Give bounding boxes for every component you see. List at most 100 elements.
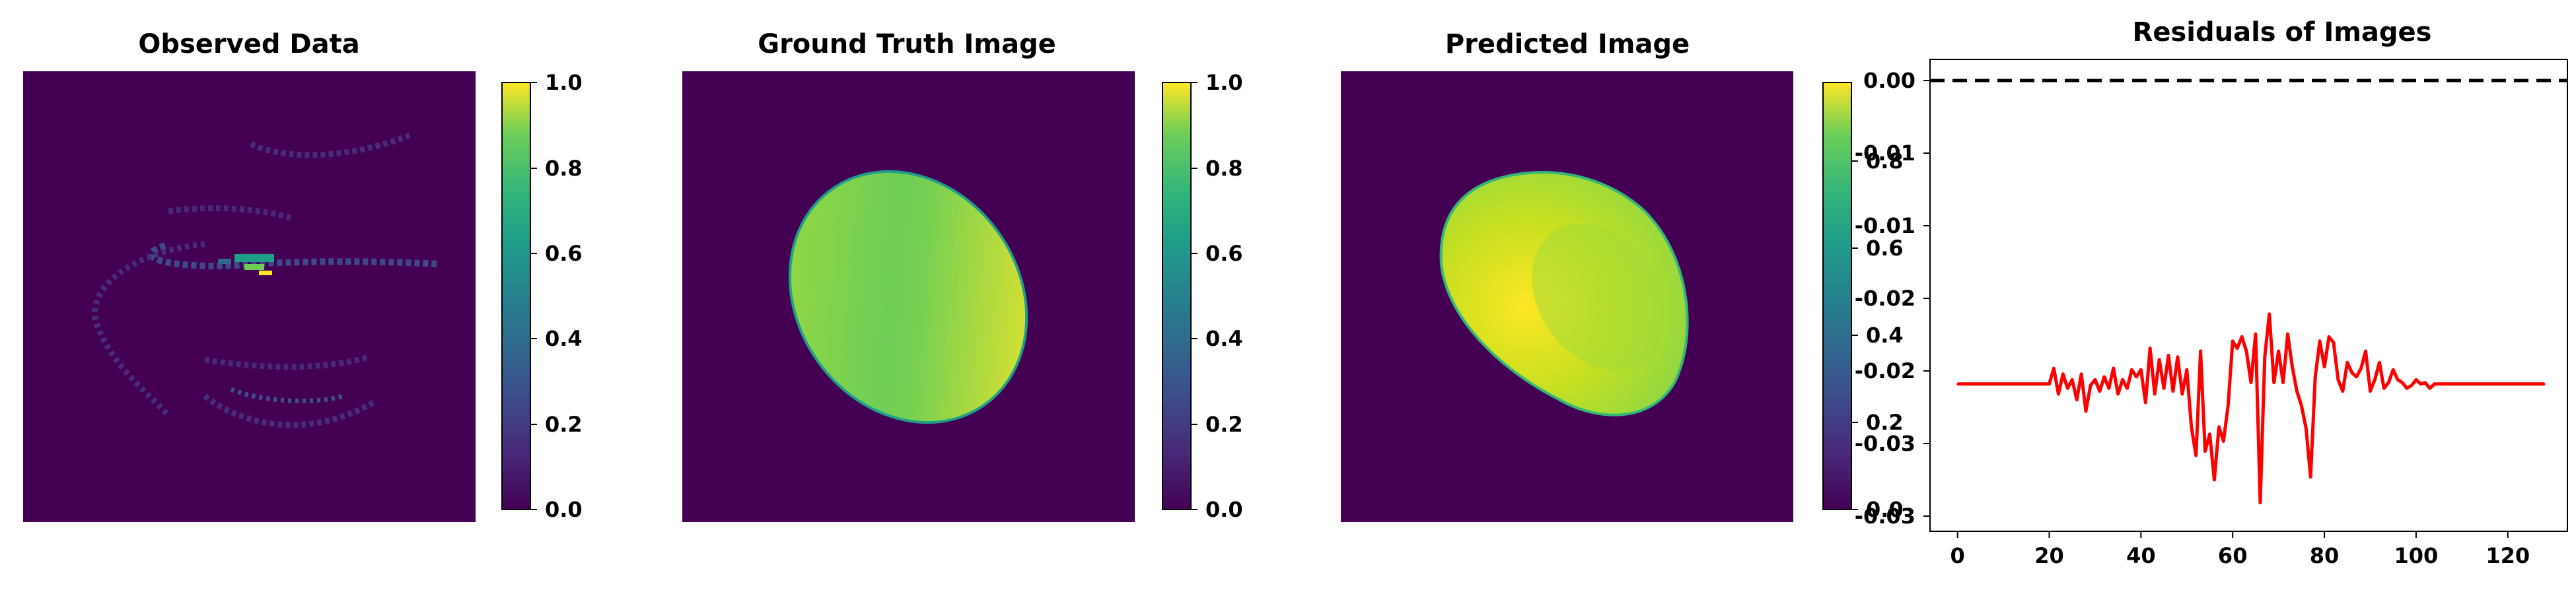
residual-point: [2291, 366, 2293, 368]
observed-image: [23, 71, 476, 522]
residual-point: [2410, 384, 2413, 387]
bright-cluster-c: [259, 271, 272, 275]
residuals-y-ticks: [1923, 80, 1930, 517]
residual-point: [2443, 383, 2445, 385]
residual-point: [2066, 387, 2069, 389]
predicted-cbar-tick: 0.6: [1866, 236, 1904, 261]
residual-point: [2373, 378, 2376, 381]
trajectory-arm-outer: [92, 241, 205, 418]
residual-point: [2167, 354, 2170, 356]
residual-point: [2433, 383, 2436, 385]
residual-point: [2126, 387, 2129, 389]
residual-point: [2130, 368, 2133, 371]
trajectory-arm-center: [148, 242, 440, 270]
residual-point: [2360, 367, 2363, 370]
residual-point: [2240, 335, 2243, 338]
residual-point: [2309, 476, 2312, 478]
ground-truth-colorbar-ticks: [1191, 82, 1198, 510]
ground-truth-cbar-tick: 0.4: [1205, 326, 1243, 351]
residual-point: [2273, 381, 2275, 384]
residual-point: [2456, 383, 2458, 385]
ground-truth-panel: Ground Truth Image 0.0 0.2 0.4 0.6 0.8 1…: [682, 29, 1243, 522]
residuals-y-tick-label: -0.03: [1855, 431, 1915, 456]
residual-point: [2438, 383, 2441, 385]
residual-point: [2447, 383, 2449, 385]
residual-point: [2163, 387, 2165, 389]
residual-point: [2204, 450, 2207, 453]
residual-point: [2122, 378, 2124, 381]
trajectory-arm-upper: [249, 132, 411, 158]
residual-point: [2314, 376, 2316, 378]
residual-point: [2318, 340, 2321, 343]
residual-point: [2052, 367, 2055, 370]
predicted-colorbar: [1822, 82, 1852, 510]
predicted-cbar-tick: 0.8: [1866, 148, 1904, 174]
observed-title: Observed Data: [138, 29, 359, 59]
residual-point: [2369, 390, 2371, 393]
ground-truth-cbar-tick: 0.0: [1205, 497, 1243, 522]
predicted-cbar-tick: 0.0: [1866, 497, 1904, 522]
residual-point: [2392, 368, 2394, 371]
residuals-x-tick-label: 100: [2394, 543, 2439, 568]
observed-data-panel: Observed Data 0.0 0.2 0.4 0.6 0.8 1.0: [23, 29, 583, 522]
residual-point: [2227, 404, 2229, 407]
residual-point: [2190, 426, 2193, 428]
residual-point: [2222, 440, 2225, 442]
residuals-y-tick-label: -0.01: [1855, 213, 1915, 238]
residual-point: [2089, 384, 2092, 387]
residual-point: [2231, 340, 2234, 343]
residual-point: [2139, 368, 2142, 371]
predicted-cbar-tick: 0.4: [1866, 323, 1904, 348]
ground-truth-colorbar: [1162, 82, 1192, 510]
residual-point: [2264, 356, 2266, 358]
residual-point: [2351, 372, 2353, 374]
bright-cluster-b: [244, 264, 264, 270]
residual-point: [2112, 367, 2115, 370]
residual-point: [2287, 333, 2289, 335]
residuals-x-tick-label: 40: [2126, 543, 2156, 568]
residual-point: [2401, 381, 2404, 384]
residual-point: [2465, 383, 2468, 385]
observed-cbar-tick: 0.0: [545, 497, 583, 522]
residuals-x-ticks: 0 20 40 60 80 100 120: [1950, 531, 2530, 568]
residuals-y-tick-label: 0.00: [1863, 68, 1915, 93]
observed-colorbar-ticks: [530, 82, 537, 510]
residual-point: [2200, 350, 2202, 352]
residual-point: [2254, 333, 2257, 335]
residual-point: [2158, 358, 2161, 361]
observed-cbar-tick: 0.6: [545, 241, 583, 266]
residual-point: [2332, 341, 2335, 344]
residual-point: [2346, 361, 2349, 364]
residual-point: [2245, 350, 2248, 352]
residuals-plot-area: [1929, 59, 2568, 532]
residual-point: [2057, 393, 2059, 395]
residual-point: [2061, 373, 2064, 376]
residual-point: [2406, 387, 2408, 389]
residual-point: [2135, 376, 2137, 378]
residual-point: [2208, 433, 2211, 436]
trajectory-arm-lower: [204, 353, 371, 370]
trajectory-arm-lower2: [203, 393, 375, 428]
residuals-panel: Residuals of Images 0.00 -0.01 -0.01 -0.…: [1855, 17, 2568, 568]
residuals-y-tick-label: -0.01: [1855, 141, 1915, 166]
residual-point: [2342, 390, 2344, 393]
ground-truth-cbar-tick: 0.8: [1205, 156, 1243, 181]
residual-point: [2071, 378, 2073, 381]
observed-cbar-tick: 0.4: [545, 326, 583, 351]
residual-point: [2085, 410, 2087, 412]
residual-point: [2098, 390, 2101, 393]
ground-truth-cbar-tick: 1.0: [1205, 70, 1243, 95]
residual-point: [2460, 383, 2463, 385]
residuals-x-tick-label: 60: [2218, 543, 2248, 568]
residual-point: [2250, 381, 2252, 384]
residual-point: [2236, 347, 2238, 350]
residual-point: [2429, 387, 2431, 389]
residual-point: [2149, 347, 2151, 350]
trajectory-arm-lower3: [230, 387, 345, 403]
residual-point: [2217, 426, 2220, 428]
residual-point: [2300, 404, 2303, 407]
residuals-x-tick-label: 0: [1950, 543, 1965, 568]
observed-trajectory: [92, 132, 440, 428]
residual-point: [2355, 376, 2358, 378]
